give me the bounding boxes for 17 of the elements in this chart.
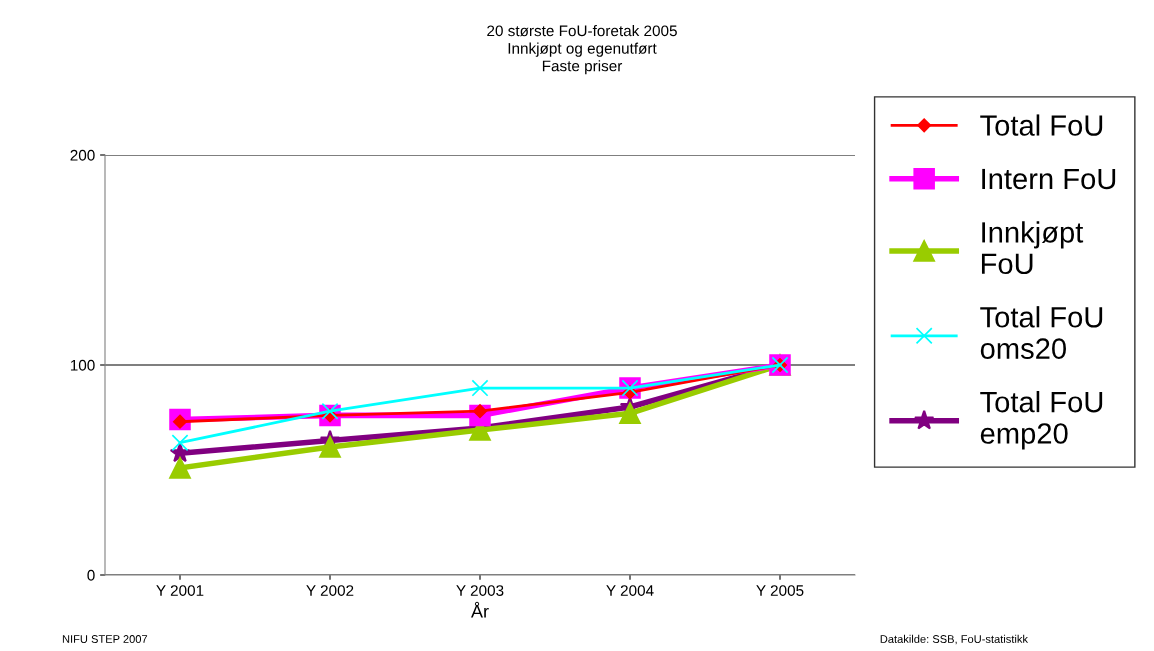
legend-label: Total FoU oms20 [980,306,1103,359]
x-tick-label: Y 2002 [306,585,354,596]
x-tick-label: Y 2003 [456,585,504,596]
x-axis-title: År [471,601,489,618]
text: Datakilde: SSB, FoU-statistikk [880,634,1029,645]
text: NIFU STEP 2007 [62,635,148,643]
y-tick-label: 200 [70,149,95,161]
legend-label: Total FoU emp20 [980,390,1103,450]
legend-label: Total FoU [980,114,1103,136]
y-tick-label: 100 [70,359,95,371]
legend-label: Innkjøpt FoU [981,221,1084,275]
y-tick-label: 0 [87,569,95,581]
legend-label: Intern FoU [982,168,1116,190]
chart-title: 20 største FoU-foretak 2005 Innkjøpt og egenutført Faste priser [487,25,677,75]
x-tick-label: Y 2004 [606,585,654,596]
x-tick-label: Y 2005 [756,585,804,596]
x-tick-label: Y 2001 [156,585,204,596]
